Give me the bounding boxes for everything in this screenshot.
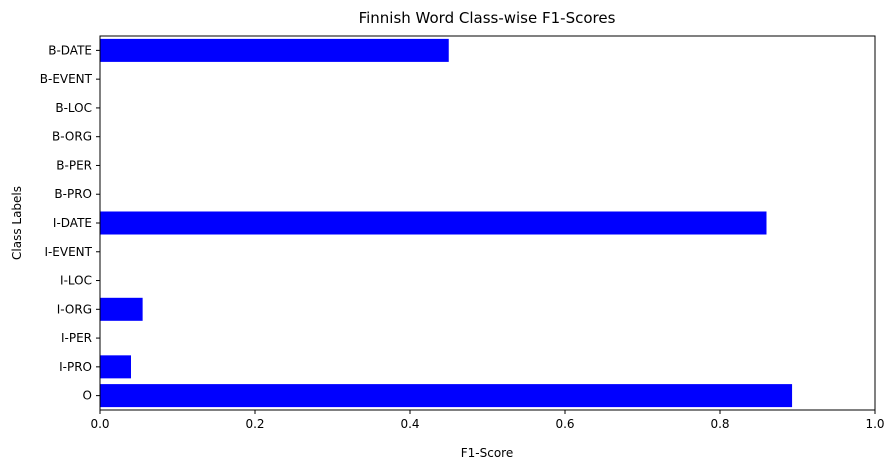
- bar-i-date: [100, 211, 767, 235]
- y-tick-label: B-DATE: [48, 43, 92, 57]
- x-axis-label: F1-Score: [461, 446, 513, 460]
- x-tick-label: 0.4: [400, 417, 419, 431]
- y-tick-label: O: [83, 389, 92, 403]
- x-tick-label: 0.8: [710, 417, 729, 431]
- x-tick-label: 0.6: [555, 417, 574, 431]
- y-tick-label: B-EVENT: [40, 72, 93, 86]
- y-axis-label: Class Labels: [10, 186, 24, 260]
- y-tick-label: B-LOC: [55, 101, 92, 115]
- y-tick-label: B-PER: [56, 158, 92, 172]
- bar-i-pro: [100, 355, 131, 379]
- y-tick-label: I-ORG: [57, 302, 92, 316]
- chart-title: Finnish Word Class-wise F1-Scores: [359, 9, 616, 27]
- y-tick-label: B-PRO: [54, 187, 92, 201]
- y-tick-label: I-PER: [61, 331, 92, 345]
- y-tick-label: I-PRO: [59, 360, 92, 374]
- y-tick-label: I-DATE: [53, 216, 92, 230]
- y-tick-label: I-LOC: [60, 274, 92, 288]
- y-axis-ticks: B-DATE B-EVENT B-LOC B-ORG B-PER B-PRO I-DATE I…: [40, 43, 100, 403]
- bar-b-date: [100, 38, 449, 62]
- x-axis-ticks: 0.0 0.2 0.4 0.6 0.8 1.0: [90, 410, 885, 431]
- x-tick-label: 0.0: [90, 417, 109, 431]
- bar-i-org: [100, 297, 143, 321]
- plot-frame: [99, 35, 876, 411]
- x-tick-label: 1.0: [865, 417, 884, 431]
- bars-group: [100, 38, 793, 408]
- y-tick-label: B-ORG: [52, 130, 92, 144]
- y-tick-label: I-EVENT: [44, 245, 92, 259]
- x-tick-label: 0.2: [245, 417, 264, 431]
- bar-o: [100, 384, 793, 408]
